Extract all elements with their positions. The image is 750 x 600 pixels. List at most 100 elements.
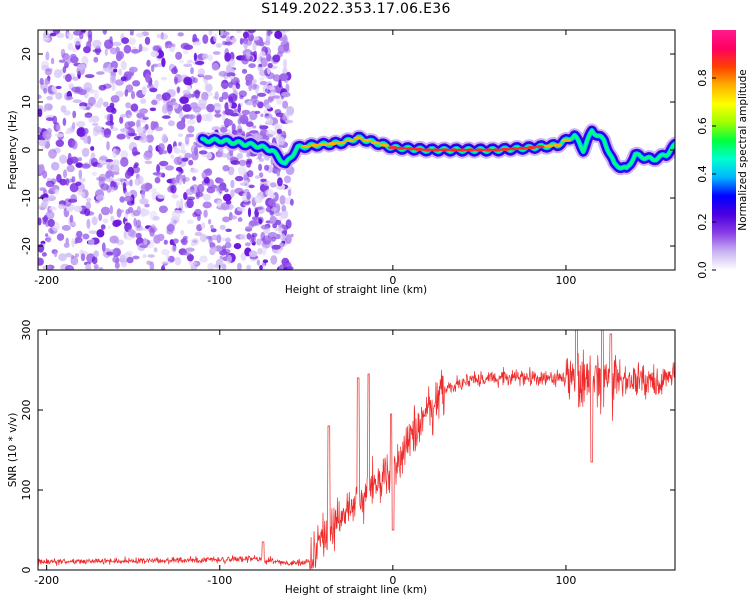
heatmap-noise-blob xyxy=(90,115,100,123)
heatmap-noise-blob xyxy=(246,233,252,240)
heatmap-noise-blob xyxy=(188,159,194,166)
heatmap-noise-blob xyxy=(104,39,114,49)
heatmap-noise-blob xyxy=(53,69,63,79)
heatmap-noise-blob xyxy=(237,128,243,133)
heatmap-noise-blob xyxy=(141,185,146,190)
heatmap-noise-blob xyxy=(253,50,257,59)
heatmap-noise-blob xyxy=(218,96,224,103)
heatmap-noise-blob xyxy=(174,76,178,85)
heatmap-noise-blob xyxy=(80,253,86,262)
heatmap-noise-blob xyxy=(210,224,214,230)
heatmap-noise-blob xyxy=(171,209,181,220)
heatmap-noise-blob xyxy=(184,152,192,159)
heatmap-noise-blob xyxy=(248,63,256,69)
heatmap-noise-blob xyxy=(192,33,198,44)
heatmap-noise-blob xyxy=(210,246,218,252)
heatmap-ridge-peak xyxy=(379,143,390,147)
heatmap-noise-blob xyxy=(70,156,79,164)
heatmap-noise-blob xyxy=(272,223,278,229)
heatmap-noise-blob xyxy=(120,114,127,118)
heatmap-noise-blob xyxy=(56,124,61,132)
snr-x-axis: -200 -100 0 100 xyxy=(34,330,576,587)
heatmap-noise-blob xyxy=(161,57,166,68)
heatmap-noise-blob xyxy=(144,182,151,192)
chart-title: S149.2022.353.17.06.E36 xyxy=(261,1,451,17)
heatmap-noise-blob xyxy=(228,96,234,104)
heatmap-noise-blob xyxy=(40,201,48,208)
heatmap-noise-blob xyxy=(275,112,285,118)
heatmap-noise-blob xyxy=(262,235,272,245)
heatmap-noise-blob xyxy=(121,37,129,44)
heatmap-noise-blob xyxy=(181,157,189,162)
heatmap-noise-blob xyxy=(260,113,264,118)
heatmap-noise-blob xyxy=(290,233,294,238)
heatmap-noise-blob xyxy=(144,124,149,130)
heatmap-ridge-peak xyxy=(448,148,459,152)
heatmap-noise-blob xyxy=(245,51,251,60)
heatmap-noise-blob xyxy=(103,128,112,139)
y-tick-label: 300 xyxy=(20,320,33,341)
heatmap-noise-blob xyxy=(71,140,78,150)
heatmap-noise-blob xyxy=(112,159,120,167)
heatmap-noise-blob xyxy=(139,108,149,114)
heatmap-noise-blob xyxy=(226,254,232,263)
heatmap-noise-blob xyxy=(135,232,142,239)
heatmap-noise-blob xyxy=(132,151,141,156)
heatmap-noise-blob xyxy=(204,83,213,93)
heatmap-noise-blob xyxy=(247,207,252,218)
heatmap-noise-blob xyxy=(197,183,205,193)
heatmap-noise-blob xyxy=(260,224,269,230)
heatmap-noise-blob xyxy=(38,108,43,117)
heatmap-noise-blob xyxy=(283,58,287,69)
heatmap-noise-blob xyxy=(202,201,212,209)
heatmap-noise-blob xyxy=(101,67,110,73)
heatmap-noise-blob xyxy=(290,198,294,206)
heatmap-noise-blob xyxy=(267,30,271,36)
heatmap-noise-blob xyxy=(258,163,263,171)
heatmap-noise-blob xyxy=(190,67,194,75)
heatmap-noise-blob xyxy=(226,72,236,78)
heatmap-noise-blob xyxy=(236,152,243,160)
heatmap-noise-blob xyxy=(216,177,224,184)
heatmap-noise-blob xyxy=(71,121,76,130)
heatmap-noise-blob xyxy=(201,222,206,229)
heatmap-noise-blob xyxy=(186,133,195,138)
snr-y-label: SNR (10 * v/v) xyxy=(7,413,19,488)
heatmap-noise-blob xyxy=(56,173,62,183)
heatmap-noise-blob xyxy=(226,64,232,74)
heatmap-noise-blob xyxy=(91,171,97,177)
heatmap-noise-blob xyxy=(280,233,286,242)
y-tick-label: 20 xyxy=(20,47,33,61)
heatmap-noise-blob xyxy=(180,176,190,183)
heatmap-noise-blob xyxy=(98,84,107,91)
heatmap-noise-blob xyxy=(140,208,150,217)
heatmap-noise-blob xyxy=(271,131,277,136)
heatmap-noise-blob xyxy=(230,189,235,198)
heatmap-noise-blob xyxy=(58,59,66,63)
heatmap-noise-blob xyxy=(271,236,277,242)
heatmap-noise-blob xyxy=(278,225,283,234)
heatmap-noise-blob xyxy=(176,200,180,209)
heatmap-noise-blob xyxy=(149,261,155,270)
heatmap-noise-blob xyxy=(268,232,278,238)
heatmap-noise-blob xyxy=(46,238,51,243)
heatmap-noise-blob xyxy=(79,105,87,110)
heatmap-noise-blob xyxy=(136,205,141,215)
heatmap-noise-blob xyxy=(116,133,126,140)
heatmap-noise-blob xyxy=(219,255,223,260)
heatmap-noise-blob xyxy=(167,120,175,127)
heatmap-noise-blob xyxy=(73,205,83,212)
heatmap-noise-blob xyxy=(254,206,264,210)
heatmap-noise-blob xyxy=(220,202,230,211)
heatmap-noise-blob xyxy=(153,234,161,244)
heatmap-noise-blob xyxy=(44,77,51,85)
heatmap-noise-blob xyxy=(171,194,179,199)
heatmap-noise-blob xyxy=(246,38,253,46)
heatmap-noise-blob xyxy=(163,239,168,245)
heatmap-noise-blob xyxy=(119,254,126,264)
heatmap-x-label: Height of straight line (km) xyxy=(285,284,427,296)
heatmap-noise-blob xyxy=(42,170,48,179)
heatmap-noise-blob xyxy=(96,71,105,75)
heatmap-noise-blob xyxy=(179,111,184,120)
heatmap-noise-blob xyxy=(220,126,228,133)
